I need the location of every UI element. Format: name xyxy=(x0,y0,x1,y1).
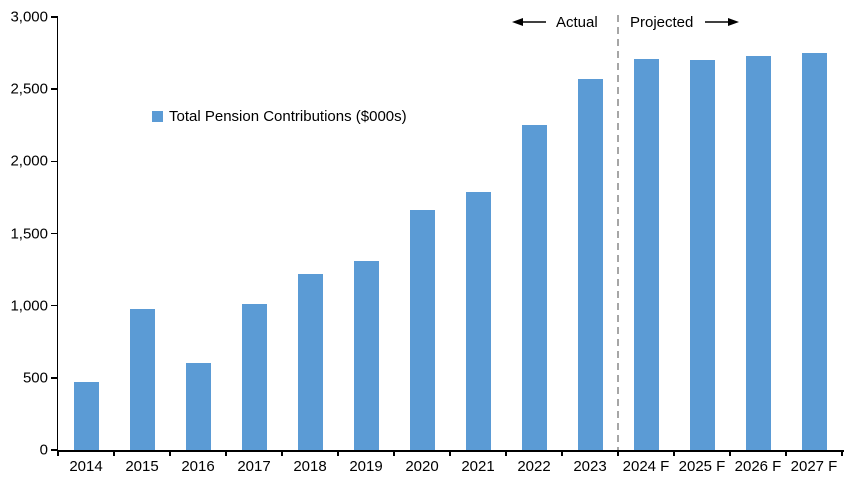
x-axis-tick-mark xyxy=(337,451,339,456)
y-axis-tick-mark xyxy=(51,88,57,90)
x-axis-tick-label: 2017 xyxy=(237,458,271,475)
legend-marker-icon xyxy=(152,111,163,122)
x-axis-tick-label: 2021 xyxy=(461,458,495,475)
plot-area xyxy=(58,15,842,450)
x-axis-tick-label: 2026 F xyxy=(734,458,782,475)
x-axis-tick-mark xyxy=(673,451,675,456)
x-axis-tick-label: 2020 xyxy=(405,458,439,475)
y-axis-tick-label: 1,000 xyxy=(10,297,48,315)
projected-arrow-right-icon xyxy=(705,18,739,26)
bar-2026-F xyxy=(745,56,771,450)
actual-arrow-left-icon xyxy=(512,18,546,26)
x-axis-tick-label: 2024 F xyxy=(622,458,670,475)
x-axis-tick-label: 2027 F xyxy=(790,458,838,475)
bar-2021 xyxy=(465,191,491,450)
y-axis-line xyxy=(56,16,58,451)
x-axis-tick-label: 2023 xyxy=(573,458,607,475)
x-axis-tick-mark xyxy=(113,451,115,456)
x-axis-tick-mark xyxy=(225,451,227,456)
y-axis-tick-label: 0 xyxy=(39,441,48,459)
y-axis-tick-mark xyxy=(51,377,57,379)
y-axis-tick-mark xyxy=(51,304,57,307)
y-axis-tick-label: 1,500 xyxy=(10,225,48,242)
bar-2020 xyxy=(409,210,435,450)
legend-label: Total Pension Contributions ($000s) xyxy=(169,108,407,125)
x-axis-tick-label: 2014 xyxy=(69,458,103,475)
x-axis-tick-mark xyxy=(785,451,787,456)
y-axis-tick-label: 2,000 xyxy=(10,152,48,170)
x-axis-tick-label: 2015 xyxy=(125,458,159,475)
y-axis-tick-label: 2,500 xyxy=(10,80,48,98)
x-axis-tick-mark xyxy=(449,451,451,456)
x-axis-tick-label: 2019 xyxy=(349,458,383,475)
x-axis-tick-mark xyxy=(505,451,507,456)
x-axis-tick-mark xyxy=(169,451,171,456)
bar-2016 xyxy=(185,362,211,450)
x-axis-tick-label: 2022 xyxy=(517,458,551,475)
y-axis-tick-label: 500 xyxy=(22,369,48,387)
bar-2019 xyxy=(353,260,379,450)
x-axis-tick-label: 2025 F xyxy=(678,458,726,475)
x-axis-tick-mark xyxy=(57,451,59,456)
bar-2014 xyxy=(73,382,99,450)
x-axis-tick-mark xyxy=(393,451,395,456)
x-axis-tick-mark xyxy=(561,451,563,456)
projected-label: Projected xyxy=(630,14,694,31)
x-axis-tick-label: 2018 xyxy=(293,458,327,475)
bar-2015 xyxy=(129,308,155,450)
bar-2024-F xyxy=(633,58,659,450)
actual-label: Actual xyxy=(556,14,598,31)
actual-projected-divider xyxy=(617,15,619,450)
bar-2023 xyxy=(577,79,603,450)
x-axis-tick-mark xyxy=(617,451,619,456)
x-axis-tick-mark xyxy=(841,451,843,456)
y-axis-tick-mark xyxy=(51,16,57,18)
y-axis-tick-mark xyxy=(51,232,57,235)
bar-2025-F xyxy=(689,60,715,450)
y-axis-tick-label: 3,000 xyxy=(10,8,48,26)
bar-2027-F xyxy=(801,53,827,450)
x-axis-tick-mark xyxy=(281,451,283,456)
x-axis-line xyxy=(56,449,844,452)
bar-2018 xyxy=(297,273,323,450)
x-axis-tick-label: 2016 xyxy=(181,458,215,475)
bar-2017 xyxy=(241,304,267,450)
bar-2022 xyxy=(521,125,547,450)
y-axis-tick-mark xyxy=(51,449,57,451)
legend: Total Pension Contributions ($000s) xyxy=(152,108,407,125)
x-axis-tick-mark xyxy=(729,451,731,456)
y-axis-tick-mark xyxy=(51,160,57,163)
